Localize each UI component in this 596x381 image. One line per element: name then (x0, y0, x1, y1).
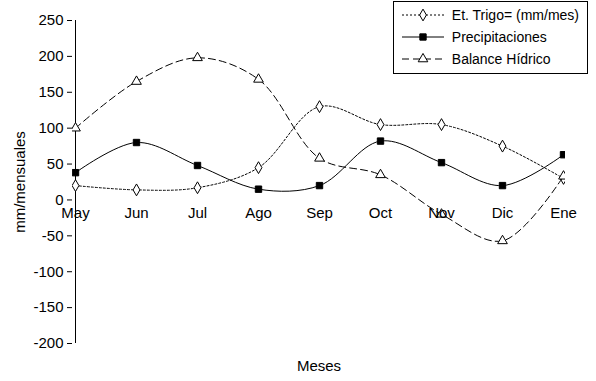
svg-text:Ene: Ene (550, 204, 577, 221)
svg-text:Meses: Meses (297, 357, 341, 374)
svg-text:mm/mensuales: mm/mensuales (11, 131, 28, 233)
svg-text:50: 50 (47, 155, 64, 172)
svg-text:Oct: Oct (369, 204, 393, 221)
svg-text:150: 150 (38, 83, 63, 100)
svg-text:-150: -150 (33, 298, 63, 315)
html-text:Et. Trigo= (mm/mes): Et. Trigo= (mm/mes) (451, 7, 579, 23)
html-text:Precipitaciones: Precipitaciones (451, 29, 547, 45)
svg-text:Ago: Ago (245, 204, 272, 221)
svg-text:May: May (61, 204, 90, 221)
svg-text:Nov: Nov (428, 204, 455, 221)
svg-text:200: 200 (38, 47, 63, 64)
html-text:Balance Hídrico: Balance Hídrico (451, 51, 551, 67)
svg-text:0: 0 (55, 191, 63, 208)
svg-text:Jun: Jun (124, 204, 148, 221)
svg-text:Dic: Dic (492, 204, 514, 221)
svg-text:-50: -50 (42, 227, 64, 244)
svg-text:-100: -100 (33, 263, 63, 280)
svg-text:Jul: Jul (188, 204, 207, 221)
svg-text:100: 100 (38, 119, 63, 136)
svg-text:250: 250 (38, 11, 63, 28)
svg-text:-200: -200 (33, 334, 63, 351)
svg-text:Sep: Sep (306, 204, 333, 221)
